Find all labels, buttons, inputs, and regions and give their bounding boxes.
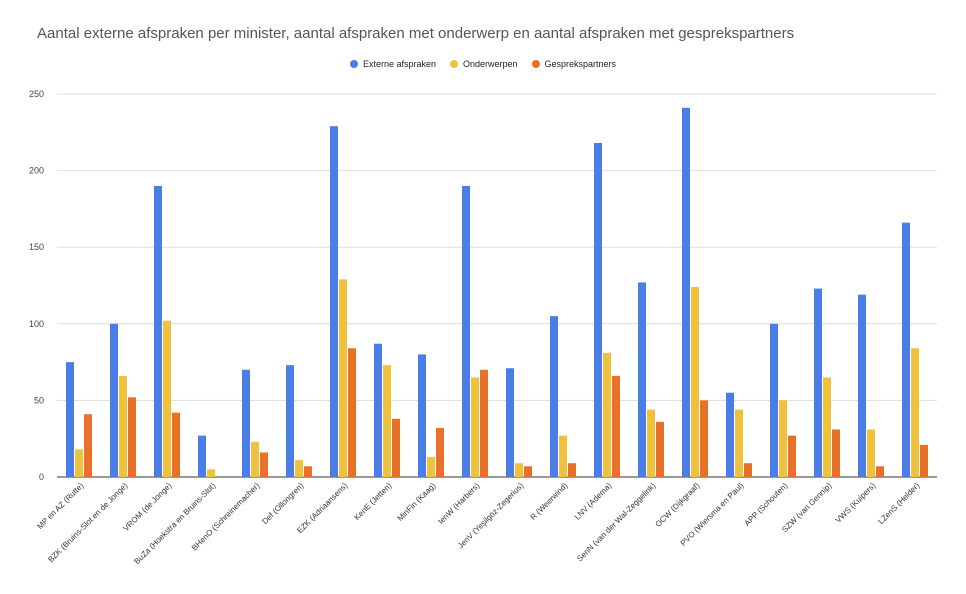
bar[interactable] <box>207 469 215 477</box>
bar[interactable] <box>339 279 347 477</box>
bar[interactable] <box>876 466 884 477</box>
legend-item-onderwerpen[interactable]: Onderwerpen <box>449 59 518 69</box>
gridlines <box>57 93 937 478</box>
x-category-label: IenW (Harbers) <box>436 481 481 526</box>
y-axis-ticks: 0 50 100 150 200 250 <box>29 89 44 482</box>
bar[interactable] <box>251 441 259 477</box>
legend-swatch-externe-afspraken <box>349 60 358 68</box>
legend-item-externe-afspraken[interactable]: Externe afspraken <box>349 59 436 69</box>
x-category-label: VWS (Kuipers) <box>834 481 878 525</box>
x-category-label: MP en AZ (Rutte) <box>35 481 85 531</box>
bar[interactable] <box>348 348 356 477</box>
bar[interactable] <box>647 409 655 477</box>
legend-swatch-gesprekspartners <box>531 60 540 68</box>
bar[interactable] <box>612 375 620 477</box>
bar[interactable] <box>823 377 831 477</box>
bar[interactable] <box>770 323 778 477</box>
bar[interactable] <box>506 368 514 477</box>
bar[interactable] <box>436 427 444 477</box>
bar[interactable] <box>462 185 470 478</box>
x-category-label: KenE (Jetten) <box>352 481 393 522</box>
y-tick-label: 0 <box>39 472 44 482</box>
x-category-label: R (Weerwind) <box>529 481 570 522</box>
bar[interactable] <box>374 343 382 477</box>
bar[interactable] <box>832 429 840 477</box>
bar[interactable] <box>84 414 92 477</box>
y-tick-label: 50 <box>34 395 44 405</box>
bar[interactable] <box>594 143 602 478</box>
chart-title: Aantal externe afspraken per minister, a… <box>37 25 795 42</box>
bar[interactable] <box>110 323 118 477</box>
bar[interactable] <box>128 397 136 477</box>
bar[interactable] <box>744 463 752 477</box>
bar[interactable] <box>814 288 822 477</box>
bar[interactable] <box>779 400 787 477</box>
bar[interactable] <box>480 369 488 477</box>
bar[interactable] <box>559 435 567 477</box>
bar[interactable] <box>902 222 910 477</box>
bar[interactable] <box>154 185 162 478</box>
bar[interactable] <box>515 463 523 477</box>
x-category-label: SZW (van Gennip) <box>780 481 833 534</box>
y-tick-label: 100 <box>29 319 44 329</box>
bar[interactable] <box>427 457 435 477</box>
y-tick-label: 150 <box>29 242 44 252</box>
x-category-label: OCW (Dijkgraaf) <box>654 481 702 529</box>
bar[interactable] <box>858 294 866 477</box>
x-category-label: LZenS (Helder) <box>876 481 921 526</box>
y-tick-label: 200 <box>29 166 44 176</box>
bar[interactable] <box>735 409 743 477</box>
bar[interactable] <box>568 463 576 477</box>
bar[interactable] <box>550 316 558 477</box>
bar[interactable] <box>691 287 699 477</box>
x-category-label: MinFin (Kaag) <box>396 481 438 523</box>
bar[interactable] <box>286 365 294 477</box>
legend-label-onderwerpen: Onderwerpen <box>462 59 518 69</box>
bar[interactable] <box>911 348 919 477</box>
bar[interactable] <box>172 412 180 477</box>
bar[interactable] <box>471 377 479 477</box>
bar[interactable] <box>383 365 391 477</box>
bar[interactable] <box>163 320 171 477</box>
bar[interactable] <box>638 282 646 477</box>
bar[interactable] <box>66 362 74 477</box>
bar[interactable] <box>295 460 303 477</box>
bar[interactable] <box>242 369 250 477</box>
bar[interactable] <box>700 400 708 477</box>
x-category-label: LNV (Adema) <box>573 481 614 522</box>
bar[interactable] <box>726 392 734 477</box>
legend: Externe afspraken Onderwerpen Gesprekspa… <box>0 59 966 69</box>
legend-label-gesprekspartners: Gesprekspartners <box>544 59 617 69</box>
bar[interactable] <box>418 354 426 477</box>
bar[interactable] <box>682 107 690 478</box>
bar[interactable] <box>788 435 796 477</box>
bars <box>66 107 928 478</box>
bar[interactable] <box>304 466 312 477</box>
x-axis-labels: MP en AZ (Rutte)BZK (Bruins-Slot en de J… <box>35 481 921 566</box>
bar[interactable] <box>603 352 611 477</box>
y-tick-label: 250 <box>29 89 44 99</box>
bar[interactable] <box>330 126 338 477</box>
x-category-label: BuZa (Hoekstra en Bruins-Slot) <box>132 481 217 566</box>
bar[interactable] <box>198 435 206 477</box>
legend-item-gesprekspartners[interactable]: Gesprekspartners <box>531 59 617 69</box>
bar[interactable] <box>119 375 127 477</box>
x-category-label: SenN (van der Wal-Zeggelink) <box>575 481 657 563</box>
bar[interactable] <box>867 429 875 477</box>
bar[interactable] <box>75 449 83 477</box>
x-category-label: Def (Ollongren) <box>260 481 305 526</box>
legend-label-externe-afspraken: Externe afspraken <box>362 59 436 69</box>
x-category-label: BZK (Bruins-Slot en de Jonge) <box>46 481 129 564</box>
bar[interactable] <box>392 418 400 477</box>
bar[interactable] <box>260 452 268 477</box>
bar[interactable] <box>656 421 664 477</box>
bar[interactable] <box>524 466 532 477</box>
bar[interactable] <box>920 444 928 477</box>
x-category-label: APP (Schouten) <box>743 481 790 528</box>
legend-swatch-onderwerpen <box>449 60 458 68</box>
